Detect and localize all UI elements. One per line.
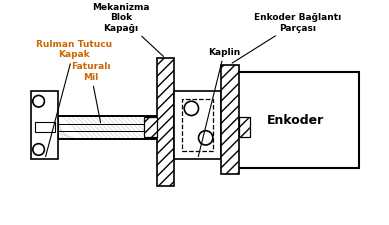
Circle shape <box>198 131 213 145</box>
Text: Enkoder Bağlantı
Parçası: Enkoder Bağlantı Parçası <box>232 13 341 64</box>
Bar <box>239 118 251 137</box>
Bar <box>221 65 239 175</box>
Circle shape <box>33 96 44 108</box>
Text: Kaplin: Kaplin <box>198 47 240 157</box>
Bar <box>182 100 213 152</box>
Text: Mekanizma
Blok
Kapağı: Mekanizma Blok Kapağı <box>92 3 163 57</box>
Text: Faturalı
Mil: Faturalı Mil <box>71 62 110 123</box>
Text: Enkoder: Enkoder <box>267 114 324 127</box>
Circle shape <box>184 102 198 116</box>
Bar <box>58 116 159 139</box>
Circle shape <box>33 144 44 155</box>
Bar <box>32 92 58 160</box>
Bar <box>174 92 221 160</box>
Bar <box>35 122 55 133</box>
Bar <box>144 118 156 137</box>
Text: Rulman Tutucu
Kapak: Rulman Tutucu Kapak <box>36 40 112 157</box>
Bar <box>233 72 359 169</box>
Bar <box>156 59 174 186</box>
